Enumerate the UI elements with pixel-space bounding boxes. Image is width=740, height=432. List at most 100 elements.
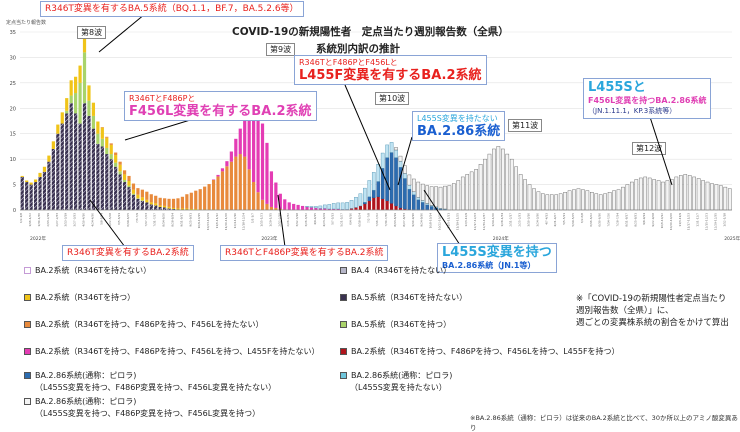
bar-segment-ba2_346_486_456 [216,174,220,177]
y-tick-label: 15 [10,132,16,138]
bar-segment-ba2_346_486_456 [247,118,251,170]
bar-segment-ba5 [96,143,100,210]
x-tick-label: 2/12-2/18 [277,213,281,227]
legend-subtext: （L455S変異を持たない） [350,383,447,392]
bar-segment-ba2_346_486 [243,156,247,210]
x-tick-label: 4/10-4/16 [82,213,86,227]
bar-segment-ba2_346 [65,98,69,111]
y-tick-label: 20 [10,106,16,112]
bar-segment-ba286_455_456 [683,174,688,211]
bar-segment-ba286_455_456 [670,179,674,211]
bar-segment-ba286_455_456 [634,179,639,211]
x-tick-label: 3/13-3/19 [64,213,68,227]
year-label: 2024年 [493,235,509,242]
legend-subtext: （L455S変異を持つ、F486P変異を持つ、F456L変異を持たない） [35,383,277,392]
bar-segment-ba2_346_486_456 [220,168,225,172]
bar-segment-ba286_455 [367,196,372,202]
bar-segment-ba286_455_456 [572,189,576,211]
x-tick-label: 7/3-7/9 [135,213,139,223]
bar-segment-ba2_346 [51,141,55,149]
x-tick-label: 4/23-4/29 [322,213,326,227]
bar-segment-ba286_455_456 [585,190,590,211]
bar-segment-ba286_no455 [367,180,372,197]
bar-segment-ba286_455_456 [420,183,425,201]
legend-item: BA.2系統（R346Tを持つ） [24,293,135,303]
bar-segment-ba286_455_456 [612,190,616,211]
callout-ba286-no-l455s: L455S変異を持たない BA.2.86系統 [412,111,506,141]
bar-segment-ba286_455 [416,199,421,211]
bar-segment-ba2_346_486_456 [327,208,331,210]
bar-segment-ba286_455_456 [501,148,505,211]
x-tick-label: 11/20-11/26 [224,213,228,230]
x-tick-label: 7/16-7/22 [375,213,379,227]
bar-segment-ba286_455 [380,168,385,200]
bar-segment-ba2_346_486 [256,192,260,210]
bar-segment-ba286_no455 [380,152,385,169]
bar-segment-ba5 [122,182,127,210]
bar-segment-ba286_455 [376,181,381,197]
bar-segment-ba286_no455 [314,206,318,209]
x-tick-label: 1/1-1/7 [251,213,255,223]
bar-segment-ba2_346_486_456_455 [358,205,363,210]
bar-segment-ba2_346_486_456 [229,151,233,162]
x-tick-label: 7/31-7/37 [153,213,157,227]
x-tick-label: 6/18-6/24 [357,213,361,227]
bar-segment-ba2_346_486 [127,175,131,182]
bar-segment-ba2_346_486 [238,154,242,210]
bar-segment-ba286_no455 [305,206,309,208]
bar-segment-ba2_346_486 [105,136,109,138]
x-tick-label: 1/30-1/36 [37,213,41,227]
x-tick-label: 5/21-5/27 [340,213,344,227]
bar-segment-ba2_346 [20,175,24,177]
bar-segment-ba286_455_456 [496,146,501,211]
bar-segment-ba286_no455 [398,160,403,168]
x-tick-label: 5/22-5/28 [108,213,112,227]
legend-subtext: （L455S変異を持つ、F486P変異を持つ、F456L変異を持つ） [35,409,261,418]
bar-segment-ba286_455_456 [469,171,474,211]
bar-segment-ba286_455_456 [603,193,607,211]
bar-segment-ba286_455_456 [527,184,532,211]
y-axis-label: 定点当たり報告数 [6,20,47,26]
bar-segment-ba286_no455 [323,204,327,209]
x-tick-label: 5/8-5/14 [99,213,103,225]
bar-segment-ba5_346 [65,110,69,114]
bar-segment-ba5 [87,115,91,210]
bar-segment-ba2_346_486_456_455 [394,205,398,210]
bar-segment-ba2_346_486 [247,169,251,210]
bar-segment-ba286_455_456 [438,186,443,209]
x-tick-label: 6/16-6/22 [589,213,593,227]
bar-segment-ba2_346 [158,205,162,207]
bar-segment-ba286_455_456 [407,174,412,186]
x-tick-label: 6/5-6/11 [117,213,121,225]
x-tick-label: 3/12-3/18 [295,213,299,227]
bar-segment-ba286_455_456 [710,183,714,211]
y-tick-label: 25 [10,81,16,87]
bar-segment-ba2_346_486_456 [332,208,336,210]
bar-segment-ba286_455 [403,178,407,210]
bar-segment-ba286_no455 [403,173,407,179]
bar-segment-ba286_455_456 [434,186,438,208]
bar-segment-ba5 [145,202,149,210]
bar-segment-ba2_346_486 [140,189,144,198]
bar-segment-ba286_455_456 [416,181,421,198]
bar-segment-ba2_346 [96,121,100,134]
bar-segment-ba286_455_456 [474,169,478,211]
bar-segment-ba286_455 [389,152,394,204]
x-tick-label: 4/9-4/15 [313,213,317,225]
bar-segment-ba5_346 [69,95,73,104]
bar-segment-ba286_no455 [420,200,425,203]
callout-ba2-r346t-f486p: R346TとF486P変異を有するBA.2系統 [220,245,389,261]
bar-segment-ba5 [42,171,47,210]
bar-segment-ba5_346 [82,52,87,104]
bar-segment-ba286_455_456 [487,153,492,211]
bar-segment-ba2_346_486_456 [309,207,314,210]
bar-segment-ba286_455_456 [638,177,643,211]
bar-segment-ba286_455_456 [478,164,483,211]
bar-segment-ba5 [105,154,109,210]
bar-segment-ba5 [171,208,176,210]
swatch-ba2-456 [24,348,31,355]
bar-segment-ba286_455_456 [687,175,692,211]
x-tick-label: 1/2-1/8 [19,213,23,223]
bar-segment-ba2_346 [167,206,171,209]
bar-segment-ba2_346 [180,208,185,210]
